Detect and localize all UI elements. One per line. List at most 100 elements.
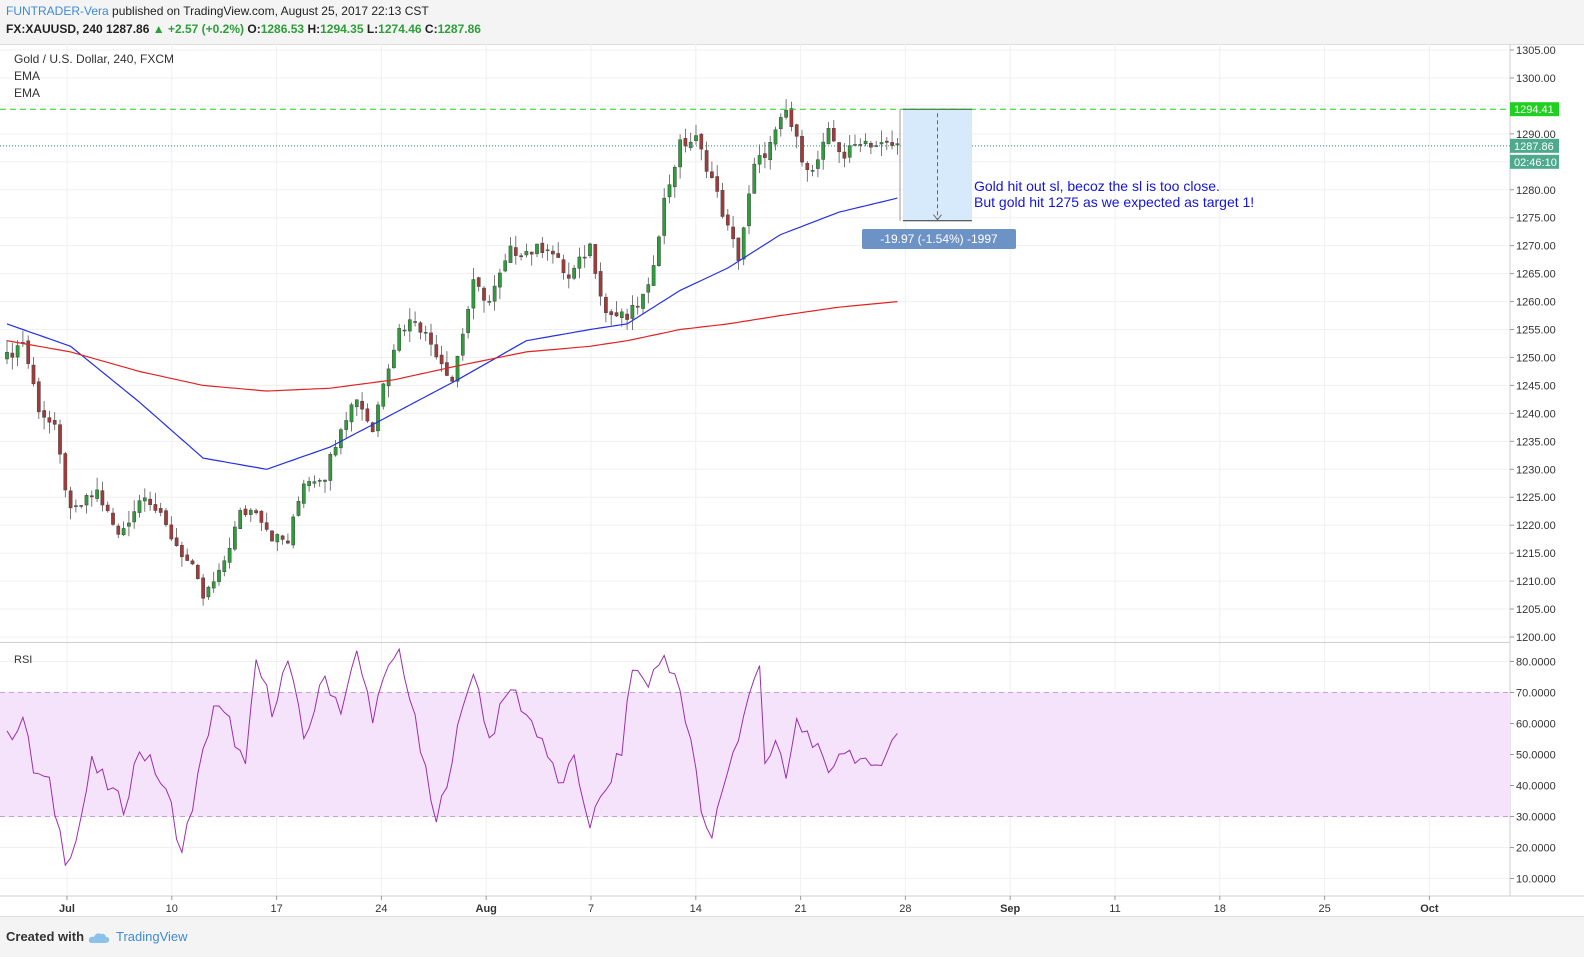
candle-body[interactable]	[826, 128, 831, 145]
candle-body[interactable]	[211, 581, 216, 589]
candle-body[interactable]	[598, 271, 603, 297]
candle-body[interactable]	[376, 404, 380, 432]
candle-body[interactable]	[291, 516, 296, 546]
candle-body[interactable]	[222, 560, 227, 573]
candle-body[interactable]	[397, 328, 402, 351]
candle-body[interactable]	[731, 226, 735, 240]
candle-body[interactable]	[837, 142, 841, 153]
candle-body[interactable]	[869, 143, 873, 148]
candle-body[interactable]	[68, 490, 73, 509]
candle-body[interactable]	[423, 331, 428, 334]
candle-body[interactable]	[79, 505, 84, 507]
candle-body[interactable]	[773, 129, 778, 145]
candle-body[interactable]	[582, 256, 587, 259]
candle-body[interactable]	[487, 300, 492, 303]
candle-body[interactable]	[127, 522, 131, 527]
candle-body[interactable]	[439, 354, 444, 365]
ema-slow-line[interactable]	[6, 301, 898, 392]
candle-body[interactable]	[678, 139, 682, 168]
candle-body[interactable]	[386, 368, 391, 387]
candle-body[interactable]	[429, 332, 433, 345]
candle-body[interactable]	[858, 144, 863, 146]
candle-body[interactable]	[831, 128, 836, 142]
candle-body[interactable]	[201, 577, 205, 599]
candle-body[interactable]	[471, 279, 476, 309]
candle-body[interactable]	[524, 251, 529, 256]
candle-body[interactable]	[588, 243, 592, 257]
ema-fast-line[interactable]	[6, 197, 898, 470]
candle-body[interactable]	[688, 141, 693, 148]
rsi-legend[interactable]: RSI	[14, 654, 32, 666]
candle-body[interactable]	[450, 376, 455, 382]
candle-body[interactable]	[328, 454, 333, 481]
candle-body[interactable]	[100, 490, 105, 506]
candle-body[interactable]	[821, 141, 826, 160]
candle-body[interactable]	[662, 197, 667, 236]
candle-body[interactable]	[10, 352, 15, 358]
candle-body[interactable]	[619, 311, 624, 318]
candle-body[interactable]	[243, 508, 248, 516]
candle-body[interactable]	[694, 135, 698, 142]
candle-body[interactable]	[360, 400, 364, 410]
candle-body[interactable]	[672, 166, 677, 188]
candle-body[interactable]	[111, 512, 115, 525]
candle-body[interactable]	[572, 267, 576, 279]
candle-body[interactable]	[492, 285, 497, 302]
candle-body[interactable]	[747, 193, 751, 227]
candle-body[interactable]	[895, 143, 900, 146]
candle-body[interactable]	[651, 265, 656, 286]
candle-body[interactable]	[551, 250, 555, 255]
candle-body[interactable]	[646, 284, 651, 293]
candle-body[interactable]	[884, 140, 889, 143]
candle-body[interactable]	[635, 305, 640, 308]
candle-body[interactable]	[434, 344, 439, 358]
candle-body[interactable]	[535, 243, 539, 255]
candle-body[interactable]	[333, 447, 338, 456]
candle-body[interactable]	[137, 500, 142, 513]
candle-body[interactable]	[275, 534, 280, 543]
candle-body[interactable]	[301, 483, 306, 504]
candle-body[interactable]	[863, 140, 868, 145]
candle-body[interactable]	[498, 272, 502, 288]
candle-body[interactable]	[206, 586, 211, 598]
candle-body[interactable]	[768, 142, 773, 161]
candle-body[interactable]	[36, 381, 41, 413]
candle-body[interactable]	[699, 133, 704, 150]
candle-body[interactable]	[169, 524, 174, 540]
candle-body[interactable]	[95, 489, 99, 499]
candle-body[interactable]	[842, 151, 847, 159]
pane-divider[interactable]	[0, 642, 1510, 643]
candle-body[interactable]	[407, 319, 412, 332]
candle-body[interactable]	[217, 569, 221, 582]
candle-body[interactable]	[847, 145, 852, 158]
candle-body[interactable]	[354, 399, 359, 408]
candle-body[interactable]	[270, 530, 274, 542]
author-link[interactable]: FUNTRADER-Vera	[6, 4, 109, 18]
candle-body[interactable]	[402, 329, 407, 332]
candle-body[interactable]	[121, 528, 126, 535]
candle-body[interactable]	[519, 255, 523, 257]
candle-body[interactable]	[158, 508, 163, 513]
candle-body[interactable]	[752, 163, 757, 194]
candle-body[interactable]	[683, 138, 688, 147]
candle-body[interactable]	[63, 453, 68, 491]
candle-body[interactable]	[248, 509, 253, 515]
candle-body[interactable]	[784, 110, 788, 118]
legend-ema-1[interactable]: EMA	[14, 69, 40, 83]
candle-body[interactable]	[720, 190, 725, 217]
candle-body[interactable]	[307, 481, 311, 486]
legend-title[interactable]: Gold / U.S. Dollar, 240, FXCM	[14, 52, 174, 66]
candle-body[interactable]	[259, 510, 264, 523]
candle-body[interactable]	[757, 155, 762, 165]
candle-body[interactable]	[254, 510, 258, 514]
candle-body[interactable]	[381, 383, 386, 407]
candle-body[interactable]	[84, 495, 89, 506]
time-scale[interactable]: Jul 10 17 24 Aug 7 14 21 28 Sep 11 18 25 Oct	[59, 896, 1439, 915]
tradingview-brand-link[interactable]: TradingView	[88, 929, 188, 944]
candle-body[interactable]	[810, 170, 815, 172]
candle-body[interactable]	[503, 260, 508, 272]
candle-body[interactable]	[566, 274, 571, 279]
candle-body[interactable]	[116, 525, 121, 535]
candle-body[interactable]	[540, 242, 545, 253]
candle-body[interactable]	[42, 410, 46, 418]
